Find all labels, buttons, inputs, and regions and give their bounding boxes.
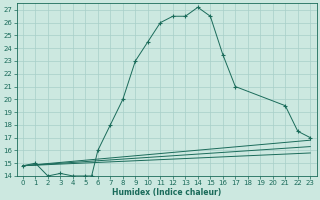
X-axis label: Humidex (Indice chaleur): Humidex (Indice chaleur) — [112, 188, 221, 197]
